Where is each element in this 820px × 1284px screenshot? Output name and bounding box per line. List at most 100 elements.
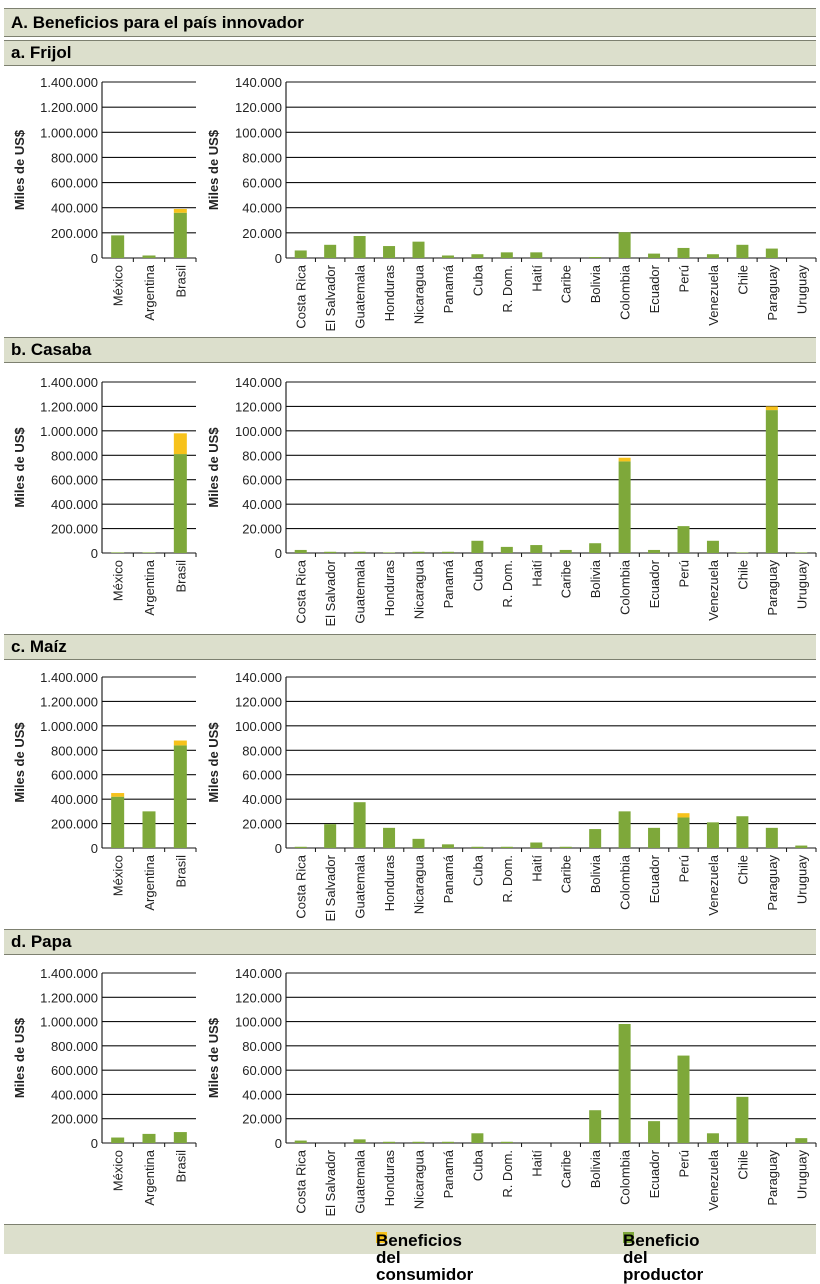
bar-producer-c-maiz-peru (677, 817, 690, 848)
y-tick-label-c-maiz-large-7: 0 (91, 841, 98, 856)
y-axis-title-b-casaba-small: Miles de US$ (206, 427, 221, 508)
x-tick-label-a-frijol-honduras: Honduras (382, 265, 397, 322)
y-tick-label-a-frijol-large-2: 1.000.000 (40, 125, 98, 140)
y-tick-label-a-frijol-small-6: 20.000 (242, 226, 282, 241)
bar-producer-a-frijol-chile (736, 244, 749, 258)
x-tick-label-c-maiz-venezuela: Venezuela (706, 854, 721, 915)
y-tick-label-b-casaba-small-5: 40.000 (242, 497, 282, 512)
x-tick-label-d-papa-haiti: Haití (529, 1150, 544, 1177)
bar-producer-c-maiz-honduras (383, 827, 396, 848)
y-tick-label-b-casaba-small-0: 140.000 (235, 375, 282, 390)
section-header-maiz: c. Maíz (4, 634, 816, 660)
y-tick-label-c-maiz-large-2: 1.000.000 (40, 719, 98, 734)
bar-producer-d-papa-ecuador (648, 1121, 661, 1143)
x-tick-label-d-papa-r-dom: R. Dom. (500, 1150, 515, 1198)
x-tick-label-a-frijol-caribe: Caribe (559, 265, 574, 303)
x-tick-label-b-casaba-haiti: Haití (529, 560, 544, 587)
x-tick-label-c-maiz-uruguay: Uruguay (794, 855, 809, 905)
y-tick-label-b-casaba-large-6: 200.000 (51, 522, 98, 537)
y-tick-label-b-casaba-large-4: 600.000 (51, 473, 98, 488)
y-tick-label-c-maiz-small-1: 120.000 (235, 694, 282, 709)
x-tick-label-a-frijol-panama: Panamá (441, 264, 456, 313)
x-tick-label-a-frijol-brasil: Brasil (173, 265, 188, 298)
x-tick-label-b-casaba-cuba: Cuba (470, 559, 485, 591)
x-tick-label-b-casaba-brasil: Brasil (173, 560, 188, 593)
x-tick-label-c-maiz-chile: Chile (735, 855, 750, 885)
bar-producer-c-maiz-cuba (471, 846, 484, 848)
bar-producer-b-casaba-paraguay (765, 410, 778, 553)
y-tick-label-a-frijol-small-3: 80.000 (242, 150, 282, 165)
x-tick-label-b-casaba-colombia: Colombia (618, 559, 633, 615)
x-tick-label-a-frijol-costa-rica: Costa Rica (294, 264, 309, 328)
bar-producer-b-casaba-guatemala (353, 551, 366, 553)
bar-producer-b-casaba-venezuela (706, 540, 719, 553)
x-tick-label-c-maiz-caribe: Caribe (559, 855, 574, 893)
bar-producer-a-frijol-costa-rica (294, 250, 307, 258)
y-tick-label-b-casaba-small-6: 20.000 (242, 522, 282, 537)
x-tick-label-d-papa-caribe: Caribe (559, 1150, 574, 1188)
bar-producer-d-papa-guatemala (353, 1139, 366, 1143)
x-tick-label-c-maiz-mexico: México (111, 855, 126, 896)
panel-title: A. Beneficios para el país innovador (11, 13, 304, 32)
y-tick-label-d-papa-small-3: 80.000 (242, 1039, 282, 1054)
x-tick-label-d-papa-costa-rica: Costa Rica (294, 1149, 309, 1213)
x-tick-label-c-maiz-paraguay: Paraguay (765, 855, 780, 911)
y-tick-label-a-frijol-small-7: 0 (275, 251, 282, 266)
bar-producer-d-papa-colombia (618, 1024, 631, 1143)
bar-producer-d-papa-chile (736, 1096, 749, 1143)
y-tick-label-d-papa-large-0: 1.400.000 (40, 966, 98, 981)
x-tick-label-d-papa-mexico: México (111, 1150, 126, 1191)
x-tick-label-a-frijol-colombia: Colombia (618, 264, 633, 320)
legend: Beneficios del consumidor Beneficio del … (4, 1224, 816, 1283)
bar-producer-b-casaba-el-salvador (324, 551, 337, 553)
x-tick-label-a-frijol-mexico: México (111, 265, 126, 306)
x-tick-label-b-casaba-venezuela: Venezuela (706, 559, 721, 620)
bar-producer-c-maiz-haiti (530, 842, 543, 848)
x-tick-label-d-papa-uruguay: Uruguay (794, 1150, 809, 1200)
y-tick-label-a-frijol-small-5: 40.000 (242, 201, 282, 216)
x-tick-label-d-papa-venezuela: Venezuela (706, 1149, 721, 1210)
y-tick-label-a-frijol-small-4: 60.000 (242, 176, 282, 191)
bar-producer-c-maiz-argentina (142, 811, 156, 848)
bar-producer-a-frijol-argentina (142, 255, 156, 258)
bar-producer-a-frijol-honduras (383, 246, 396, 258)
section-title-casaba: b. Casaba (11, 340, 92, 359)
x-tick-label-a-frijol-venezuela: Venezuela (706, 264, 721, 325)
x-tick-label-b-casaba-bolivia: Bolivia (588, 559, 603, 598)
section-title-maiz: c. Maíz (11, 637, 67, 656)
bar-producer-d-papa-r-dom (500, 1141, 513, 1143)
bar-producer-b-casaba-cuba (471, 540, 484, 553)
x-tick-label-a-frijol-peru: Perú (677, 265, 692, 292)
y-tick-label-d-papa-large-4: 600.000 (51, 1063, 98, 1078)
bar-producer-c-maiz-costa-rica (294, 846, 307, 848)
y-tick-label-c-maiz-small-5: 40.000 (242, 792, 282, 807)
bar-consumer-c-maiz-mexico (111, 793, 125, 797)
x-tick-label-b-casaba-caribe: Caribe (559, 560, 574, 598)
x-tick-label-b-casaba-honduras: Honduras (382, 560, 397, 617)
x-tick-label-d-papa-guatemala: Guatemala (353, 1149, 368, 1213)
x-tick-label-c-maiz-cuba: Cuba (470, 854, 485, 886)
x-tick-label-a-frijol-ecuador: Ecuador (647, 264, 662, 313)
bar-producer-c-maiz-ecuador (648, 827, 661, 848)
panel-title-band: A. Beneficios para el país innovador (4, 8, 816, 37)
x-tick-label-b-casaba-mexico: México (111, 560, 126, 601)
bar-producer-a-frijol-cuba (471, 254, 484, 258)
x-tick-label-a-frijol-paraguay: Paraguay (765, 265, 780, 321)
bar-producer-c-maiz-venezuela (706, 822, 719, 848)
bar-producer-a-frijol-panama (441, 255, 454, 258)
bar-producer-c-maiz-bolivia (589, 829, 602, 848)
x-tick-label-c-maiz-peru: Perú (677, 855, 692, 882)
bar-producer-d-papa-honduras (383, 1141, 396, 1143)
y-tick-label-a-frijol-small-0: 140.000 (235, 75, 282, 90)
y-tick-label-c-maiz-large-6: 200.000 (51, 817, 98, 832)
bar-producer-d-papa-peru (677, 1055, 690, 1143)
y-tick-label-d-papa-small-1: 120.000 (235, 990, 282, 1005)
bar-producer-c-maiz-nicaragua (412, 838, 425, 848)
bar-producer-d-papa-mexico (111, 1137, 125, 1143)
bar-producer-b-casaba-costa-rica (294, 549, 307, 553)
x-tick-label-d-papa-argentina: Argentina (142, 1149, 157, 1205)
y-tick-label-a-frijol-small-1: 120.000 (235, 100, 282, 115)
bar-producer-a-frijol-mexico (111, 235, 125, 258)
section-title-frijol: a. Frijol (11, 43, 72, 62)
figure: A. Beneficios para el país innovador a. … (4, 8, 817, 1283)
